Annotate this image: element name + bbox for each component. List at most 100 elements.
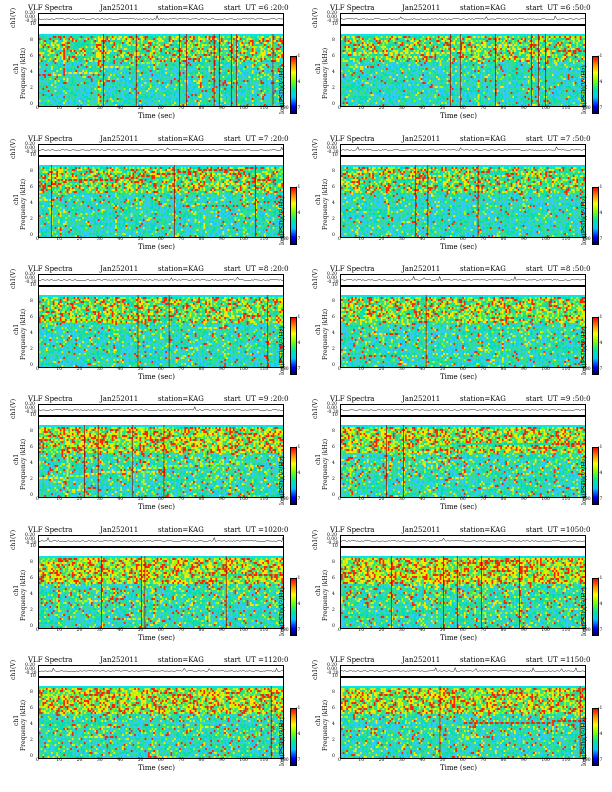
y-axis-label: Frequency (kHz): [322, 179, 329, 230]
colorbar-tick-label: -1: [598, 576, 602, 581]
x-tick-label: 60: [460, 367, 466, 372]
x-tick-label: 50: [138, 237, 144, 242]
y-tick-label: 4: [332, 70, 335, 75]
title-date: Jan252011: [100, 395, 138, 403]
x-tick-label: 70: [178, 497, 184, 502]
y-tick-label: 8: [30, 169, 33, 174]
y-axis-label: Frequency (kHz): [20, 439, 27, 490]
colorbar-tick-label: -4: [598, 732, 602, 737]
y-tick-label: 10: [30, 22, 36, 27]
x-tick-label: 40: [419, 237, 425, 242]
x-tick-label: 60: [158, 106, 164, 111]
colorbar-tick-label: -7: [598, 497, 602, 502]
x-tick-label: 110: [562, 237, 571, 242]
ts-ylabel: ch1(V): [312, 530, 319, 550]
x-tick-label: 70: [178, 758, 184, 763]
x-tick-label: 90: [219, 758, 225, 763]
colorbar-tick-label: -1: [296, 54, 300, 59]
colorbar-tick-label: -4: [296, 732, 300, 737]
colorbar-tick-label: -1: [296, 706, 300, 711]
x-tick-label: 40: [419, 628, 425, 633]
x-tick-label: 60: [158, 367, 164, 372]
y-tick-label: 8: [30, 560, 33, 565]
x-tick-label: 10: [56, 497, 62, 502]
title-start: start UT =7 :50:0: [526, 135, 591, 143]
x-tick-label: 50: [440, 367, 446, 372]
y-tick-label: 4: [30, 722, 33, 727]
y-tick-label: 4: [30, 592, 33, 597]
x-tick-label: 70: [178, 367, 184, 372]
title-start: start UT =1050:0: [526, 526, 590, 534]
y-tick-label: 0: [332, 102, 335, 107]
colorbar-tick-label: -7: [598, 628, 602, 633]
x-tick-label: 80: [199, 367, 205, 372]
x-tick-label: 30: [97, 758, 103, 763]
x-tick-label: 30: [97, 237, 103, 242]
x-tick-label: 30: [97, 106, 103, 111]
y-tick-label: 10: [332, 153, 338, 158]
y-tick-label: 0: [30, 754, 33, 759]
x-tick-label: 20: [77, 106, 83, 111]
y-tick-label: 8: [332, 429, 335, 434]
spectrogram-heatmap: [38, 547, 284, 629]
timeseries-line: [39, 537, 283, 542]
x-tick-label: 30: [97, 367, 103, 372]
x-tick-label: 90: [219, 367, 225, 372]
colorbar-tick-label: -7: [598, 367, 602, 372]
x-axis-label: Time (sec): [440, 634, 477, 642]
x-tick-label: 110: [562, 628, 571, 633]
timeseries-line: [341, 668, 585, 672]
x-tick-label: 0: [338, 106, 341, 111]
x-tick-label: 30: [97, 628, 103, 633]
timeseries-plot: [340, 665, 586, 677]
y-tick-label: 0: [30, 102, 33, 107]
colorbar-tick-label: -7: [296, 237, 300, 242]
y-tick-label: 2: [30, 477, 33, 482]
y-tick-label: 2: [332, 86, 335, 91]
x-tick-label: 80: [199, 758, 205, 763]
ts-ylabel: ch1(V): [10, 269, 17, 289]
y-axis-label-channel: ch1: [13, 585, 20, 596]
x-tick-label: 60: [158, 628, 164, 633]
timeseries-line: [341, 538, 585, 542]
y-tick-label: 10: [30, 674, 36, 679]
spectra-panel: VLF Spectra Jan252011 station=KAG start UT …: [310, 526, 610, 654]
title-date: Jan252011: [100, 4, 138, 12]
title-station: station=KAG: [158, 656, 204, 664]
y-tick-label: 0: [30, 363, 33, 368]
x-tick-label: 90: [219, 237, 225, 242]
x-tick-label: 100: [541, 106, 550, 111]
colorbar-label: log(PSD)(V²/Hz): [581, 717, 588, 766]
spectrogram-heatmap: [38, 156, 284, 238]
colorbar-tick-label: -7: [598, 758, 602, 763]
title-date: Jan252011: [402, 656, 440, 664]
x-tick-label: 20: [379, 758, 385, 763]
x-tick-label: 10: [56, 628, 62, 633]
y-tick-label: 0: [30, 233, 33, 238]
x-tick-label: 90: [521, 367, 527, 372]
x-tick-label: 100: [239, 367, 248, 372]
x-axis-label: Time (sec): [138, 243, 175, 251]
title-date: Jan252011: [100, 526, 138, 534]
y-tick-label: 4: [30, 461, 33, 466]
y-axis-label-channel: ch1: [315, 585, 322, 596]
y-tick-label: 0: [332, 233, 335, 238]
timeseries-plot: [340, 274, 586, 286]
x-axis-label: Time (sec): [138, 112, 175, 120]
y-tick-label: 2: [332, 217, 335, 222]
timeseries-plot: [38, 535, 284, 547]
timeseries-plot: [38, 144, 284, 156]
timeseries-line: [39, 668, 283, 672]
spectra-panel: VLF Spectra Jan252011 station=KAG start UT …: [310, 4, 610, 132]
x-tick-label: 30: [97, 497, 103, 502]
colorbar-tick-label: -4: [296, 602, 300, 607]
colorbar-tick-label: -4: [296, 471, 300, 476]
y-tick-label: 0: [332, 493, 335, 498]
colorbar-tick-label: -7: [296, 628, 300, 633]
timeseries-plot: [38, 274, 284, 286]
x-tick-label: 100: [541, 628, 550, 633]
colorbar-label: log(PSD)(V²/Hz): [581, 326, 588, 375]
x-tick-label: 40: [419, 497, 425, 502]
y-tick-label: 6: [332, 185, 335, 190]
x-tick-label: 100: [239, 758, 248, 763]
